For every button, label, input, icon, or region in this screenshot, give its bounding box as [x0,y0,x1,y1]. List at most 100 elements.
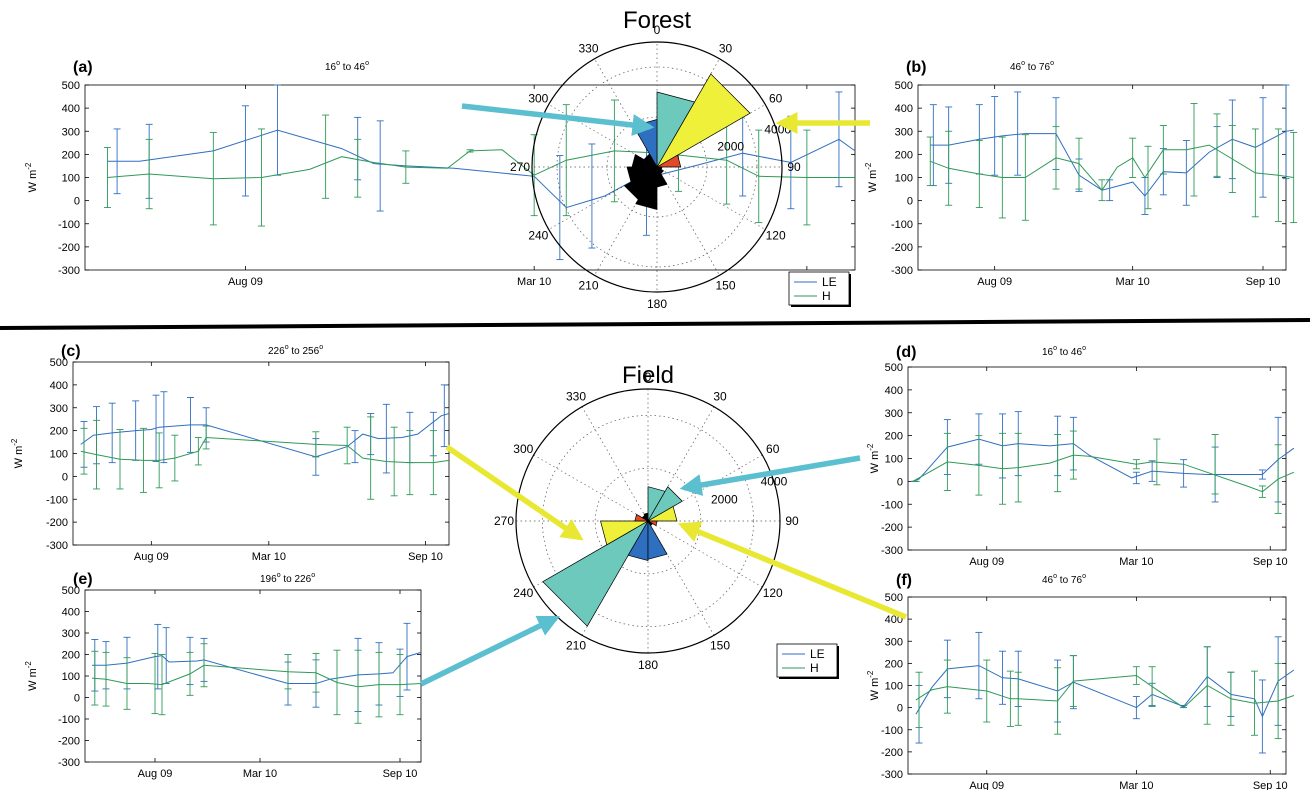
panel-title: 196o to 226o [260,572,315,585]
y-tick-label: 400 [885,614,903,626]
y-tick-label: 100 [885,454,903,466]
panel-label: (e) [73,571,93,588]
series-H [926,103,1298,224]
x-tick-label: Mar 10 [517,276,551,288]
y-tick-label: 500 [50,357,68,369]
annotation-arrow [679,455,861,496]
y-tick-label: 100 [50,449,68,461]
annotation-arrow [419,615,560,687]
angle-label: 300 [513,442,533,456]
radial-grid [542,415,754,627]
series-H [912,430,1295,514]
y-tick-label: 300 [62,628,80,640]
panel-b: (b) 46o to 76o 500 400 300 200 100 0 -100 -200 -30… [864,59,1298,288]
angle-label: 150 [715,279,735,293]
y-tick-label: 200 [62,650,80,662]
panel-label: (d) [896,344,916,361]
y-tick-label: 400 [895,103,913,115]
y-tick-label: -200 [58,736,80,748]
y-axis-label: W m-2 [24,162,39,192]
y-tick-label: 200 [885,431,903,443]
y-tick-label: 500 [885,592,903,604]
y-tick-label: -200 [881,522,903,534]
rose-wedge [655,166,663,171]
panel-c: (c) 226o to 256o 500 400 300 200 100 0 -100 -200 -… [10,343,450,563]
angle-label: 60 [766,442,780,456]
y-axis-label: W m-2 [866,443,881,473]
y-tick-label: 300 [885,636,903,648]
x-tick-label: Mar 10 [1119,556,1153,568]
series-line [930,144,1294,192]
rose-title: Forest [623,7,691,34]
plot-frame [907,366,1287,551]
y-tick-label: -300 [58,265,80,277]
angle-label: 30 [719,41,733,55]
radial-label: 2000 [717,139,744,153]
y-tick-label: 400 [62,607,80,619]
angle-label: 120 [763,586,783,600]
angle-label: 210 [578,279,598,293]
y-tick-label: -100 [46,494,68,506]
annotation-arrow [445,444,584,541]
y-tick-label: 500 [885,362,903,374]
y-axis-label: W m-2 [10,438,25,468]
angle-label: 330 [578,41,598,55]
x-tick-label: Sep 10 [1253,556,1288,568]
y-axis-label: W m-2 [866,670,881,700]
legend-entry: LE [822,275,837,289]
rose-wedge [647,520,654,527]
y-tick-label: 500 [62,585,80,597]
annotation-arrow [677,521,908,620]
y-tick-label: 100 [895,173,913,185]
panel-label: (b) [906,59,926,76]
angle-label: 0 [645,370,652,384]
legend: LEH [776,643,839,679]
series-line [915,674,1295,709]
y-tick-label: 0 [74,196,80,208]
legend-box [788,271,850,306]
y-tick-label: -100 [891,219,913,231]
y-tick-label: 200 [50,426,68,438]
y-tick-label: -100 [58,219,80,231]
angular-grid [533,454,649,522]
plot-frame [72,361,450,546]
angle-label: 90 [787,160,801,174]
x-tick-label: Aug 09 [977,276,1012,288]
legend-entry: LE [810,647,825,661]
radial-label: 2000 [711,493,738,507]
y-tick-label: -100 [881,725,903,737]
series-line [930,129,1294,197]
series-H [91,643,422,724]
y-tick-label: 0 [907,196,913,208]
x-tick-label: Mar 10 [243,768,277,780]
x-tick-label: Sep 10 [383,768,418,780]
y-tick-label: 200 [895,149,913,161]
y-tick-label: -300 [46,540,68,552]
rose-title: Field [622,362,674,389]
y-tick-label: -200 [881,747,903,759]
series-line [912,454,1295,493]
y-tick-label: -200 [58,242,80,254]
panel-title: 226o to 256o [268,344,323,357]
rose-wedge [641,514,649,522]
y-axis-label: W m-2 [864,162,879,192]
y-tick-label: 0 [897,703,903,715]
legend-box [776,643,838,678]
y-tick-label: 300 [895,126,913,138]
y-tick-label: 0 [74,693,80,705]
rose-outer-circle [531,41,783,293]
y-tick-label: -300 [881,769,903,781]
angular-grid [656,166,766,230]
angular-grid [594,166,658,276]
legend: LEH [788,271,851,307]
y-tick-label: 200 [62,149,80,161]
y-tick-label: 0 [62,471,68,483]
angle-label: 90 [785,514,799,528]
x-tick-label: Sep 10 [1253,780,1288,790]
angle-label: 0 [654,23,661,37]
series-line [80,436,450,464]
y-tick-label: 300 [885,408,903,420]
